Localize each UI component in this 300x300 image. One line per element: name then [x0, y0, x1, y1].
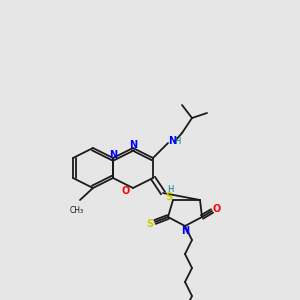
Text: N: N: [168, 136, 176, 146]
Text: S: S: [146, 219, 154, 229]
Text: H: H: [174, 136, 180, 146]
Text: O: O: [213, 204, 221, 214]
Text: H: H: [167, 185, 173, 194]
Text: O: O: [122, 186, 130, 196]
Text: S: S: [165, 192, 172, 202]
Text: N: N: [109, 150, 117, 160]
Text: CH₃: CH₃: [70, 206, 84, 215]
Text: N: N: [181, 226, 189, 236]
Text: N: N: [129, 140, 137, 150]
